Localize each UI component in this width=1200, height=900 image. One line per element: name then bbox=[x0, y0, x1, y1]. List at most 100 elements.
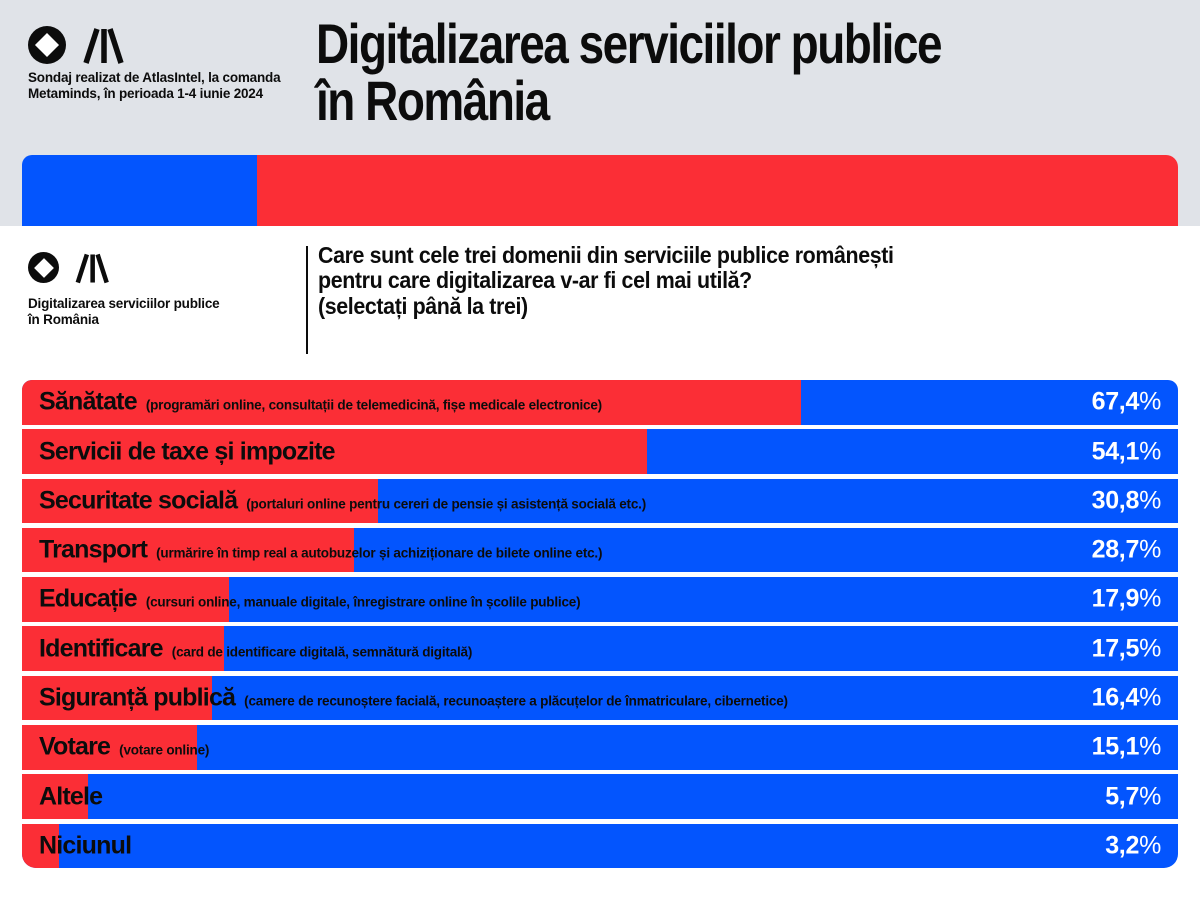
circle-diamond-logo-icon bbox=[28, 252, 59, 283]
bar-description: (cursuri online, manuale digitale, înreg… bbox=[145, 594, 581, 610]
bar-description: (votare online) bbox=[119, 742, 210, 758]
bar-fill bbox=[22, 724, 197, 770]
bar-category: Sănătate bbox=[39, 387, 138, 416]
bar-value-number: 28,7 bbox=[1091, 535, 1140, 564]
slash-mark-icon bbox=[75, 253, 109, 284]
survey-question-line2: pentru care digitalizarea v-ar fi cel ma… bbox=[318, 267, 752, 294]
percent-sign: % bbox=[1139, 732, 1161, 761]
bar-value: 15,1% bbox=[1091, 732, 1162, 762]
circle-diamond-logo-icon bbox=[28, 26, 66, 64]
bar-label: Securitate socială (portaluri online pent… bbox=[39, 486, 646, 515]
bar-fill bbox=[22, 675, 212, 721]
bar-value-number: 17,9 bbox=[1091, 584, 1140, 613]
bar-row: Sănătate (programări online, consultații … bbox=[22, 380, 1178, 425]
bar-value: 30,8% bbox=[1091, 486, 1162, 515]
vertical-divider bbox=[306, 246, 308, 354]
survey-credit-line1: Sondaj realizat de AtlasIntel, la comand… bbox=[28, 70, 281, 85]
bar-fill bbox=[22, 774, 88, 819]
bar-row: Securitate socială (portaluri online pent… bbox=[22, 478, 1178, 524]
bar-category: Servicii de taxe și impozite bbox=[39, 437, 336, 466]
bar-value-number: 30,8 bbox=[1091, 486, 1140, 515]
bar-value: 3,2% bbox=[1105, 831, 1161, 860]
percent-sign: % bbox=[1139, 584, 1161, 613]
percent-sign: % bbox=[1139, 831, 1161, 860]
header-band: Sondaj realizat de AtlasIntel, la comand… bbox=[0, 0, 1200, 226]
bar-value-number: 67,4 bbox=[1091, 387, 1140, 416]
bar-chart: Sănătate (programări online, consultații … bbox=[22, 380, 1178, 869]
bar-category: Transport bbox=[39, 535, 148, 564]
bar-value: 54,1% bbox=[1091, 437, 1162, 466]
percent-sign: % bbox=[1139, 437, 1161, 466]
report-subtitle-line1: Digitalizarea serviciilor publice bbox=[28, 296, 220, 311]
atlasintel-logo-small bbox=[28, 252, 110, 285]
page-title-line1: Digitalizarea serviciilor publice bbox=[316, 12, 943, 75]
bar-label: Altele bbox=[39, 782, 103, 811]
atlasintel-logo bbox=[28, 26, 125, 66]
page-title: Digitalizarea serviciilor publice în Rom… bbox=[316, 12, 943, 132]
bar-fill bbox=[22, 429, 648, 474]
percent-sign: % bbox=[1139, 782, 1161, 811]
bar-fill bbox=[22, 478, 379, 524]
bar-row: Niciunul 3,2% bbox=[22, 823, 1178, 869]
bar-label: Siguranță publică (camere de recunoștere … bbox=[39, 683, 788, 712]
bar-label: Votare (votare online) bbox=[39, 733, 209, 762]
bar-category: Siguranță publică bbox=[39, 683, 236, 712]
percent-sign: % bbox=[1139, 387, 1161, 416]
bar-fill bbox=[22, 380, 802, 425]
bar-fill bbox=[22, 527, 354, 573]
bar-category: Securitate socială bbox=[39, 486, 238, 515]
bar-value: 5,7% bbox=[1105, 782, 1161, 811]
bar-value-number: 16,4 bbox=[1091, 683, 1140, 712]
bar-value: 16,4% bbox=[1091, 683, 1162, 712]
bar-value-number: 15,1 bbox=[1091, 732, 1140, 761]
bar-label: Sănătate (programări online, consultații … bbox=[39, 388, 602, 417]
percent-sign: % bbox=[1139, 683, 1161, 712]
slash-mark-icon bbox=[83, 28, 124, 64]
survey-credit: Sondaj realizat de AtlasIntel, la comand… bbox=[28, 70, 281, 102]
stripe-blue-segment bbox=[22, 155, 257, 226]
bar-category: Educație bbox=[39, 584, 138, 613]
bar-fill bbox=[22, 823, 59, 869]
bar-value: 67,4% bbox=[1091, 387, 1162, 417]
survey-question: Care sunt cele trei domenii din servicii… bbox=[318, 242, 894, 319]
report-subtitle: Digitalizarea serviciilor publice în Rom… bbox=[28, 296, 220, 329]
bar-description: (programări online, consultații de telem… bbox=[145, 397, 602, 413]
bar-row: Servicii de taxe și impozite 54,1% bbox=[22, 429, 1178, 474]
bar-value: 17,5% bbox=[1091, 634, 1162, 663]
bar-value: 28,7% bbox=[1091, 535, 1162, 565]
bar-fill bbox=[22, 577, 229, 622]
bar-category: Altele bbox=[39, 782, 103, 811]
bar-category: Niciunul bbox=[39, 831, 132, 860]
bar-fill bbox=[22, 626, 225, 671]
stripe-red-segment bbox=[256, 155, 1178, 226]
percent-sign: % bbox=[1139, 634, 1161, 663]
percent-sign: % bbox=[1139, 535, 1161, 564]
bar-label: Educație (cursuri online, manuale digital… bbox=[39, 584, 581, 614]
bar-value-number: 3,2 bbox=[1105, 831, 1140, 860]
percent-sign: % bbox=[1139, 486, 1161, 515]
bar-description: (camere de recunoștere facială, recunoaș… bbox=[244, 693, 788, 709]
bar-row: Transport (urmărire în timp real a autobu… bbox=[22, 527, 1178, 573]
bar-label: Transport (urmărire în timp real a autobu… bbox=[39, 536, 602, 565]
bar-description: (portaluri online pentru cereri de pensi… bbox=[246, 496, 646, 512]
bar-label: Niciunul bbox=[39, 831, 132, 860]
bar-row: Siguranță publică (camere de recunoștere … bbox=[22, 675, 1178, 721]
bar-value-number: 5,7 bbox=[1105, 782, 1140, 811]
bar-value-number: 54,1 bbox=[1091, 437, 1140, 466]
bar-description: (card de identificare digitală, semnătur… bbox=[171, 644, 473, 660]
report-subtitle-line2: în România bbox=[28, 312, 99, 328]
page-title-line2: în România bbox=[316, 68, 550, 132]
bar-label: Servicii de taxe și impozite bbox=[39, 437, 336, 466]
bar-label: Identificare (card de identificare digita… bbox=[39, 634, 472, 663]
bar-row: Identificare (card de identificare digita… bbox=[22, 626, 1178, 671]
bar-category: Votare bbox=[39, 732, 111, 761]
bar-category: Identificare bbox=[39, 634, 164, 663]
bar-value: 17,9% bbox=[1091, 584, 1162, 614]
decorative-stripe bbox=[22, 155, 1178, 226]
bar-description: (urmărire în timp real a autobuzelor și … bbox=[156, 545, 603, 561]
bar-row: Educație (cursuri online, manuale digital… bbox=[22, 577, 1178, 622]
bar-value-number: 17,5 bbox=[1091, 634, 1140, 663]
survey-question-line1: Care sunt cele trei domenii din servicii… bbox=[318, 242, 894, 268]
survey-credit-line2: Metaminds, în perioada 1-4 iunie 2024 bbox=[28, 86, 263, 102]
